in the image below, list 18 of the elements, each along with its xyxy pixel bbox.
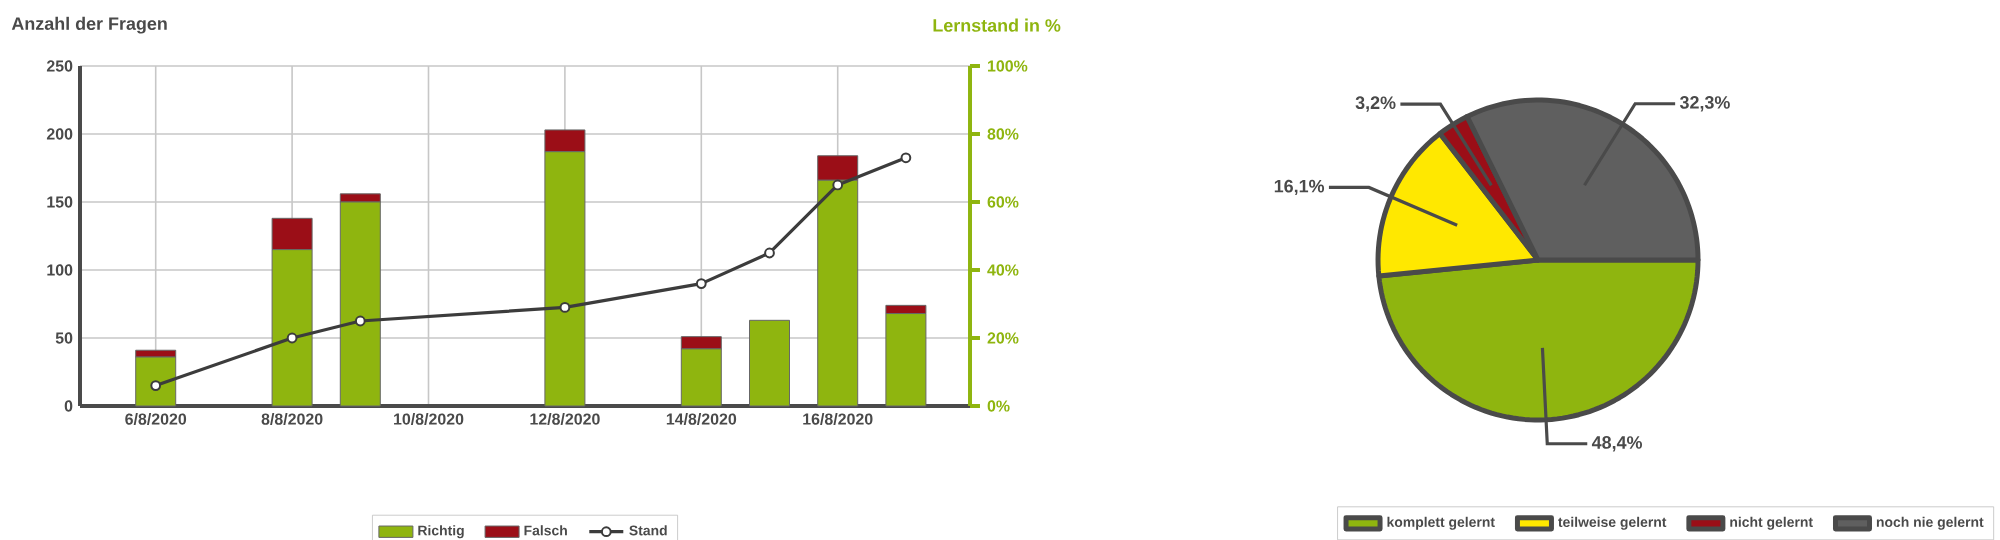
- point: [150, 380, 162, 391]
- point: [900, 152, 912, 164]
- data-label: 32,3%: [1679, 96, 1730, 112]
- point: [286, 332, 298, 344]
- bar: [135, 356, 177, 407]
- bar: [749, 319, 790, 407]
- bar: [885, 313, 927, 407]
- point: [764, 247, 775, 259]
- bar: [339, 201, 381, 407]
- point: [354, 315, 366, 327]
- data-label: 3,2%: [1355, 96, 1396, 112]
- point: [832, 179, 844, 191]
- data-label: 48,4%: [1591, 436, 1643, 452]
- y-axis-title: Anzahl der Fragen: [11, 16, 167, 34]
- point: [559, 302, 571, 313]
- point: [695, 278, 707, 289]
- data-label: 16,1%: [1274, 179, 1325, 196]
- y2-axis-title: Lernstand in %: [933, 18, 1061, 32]
